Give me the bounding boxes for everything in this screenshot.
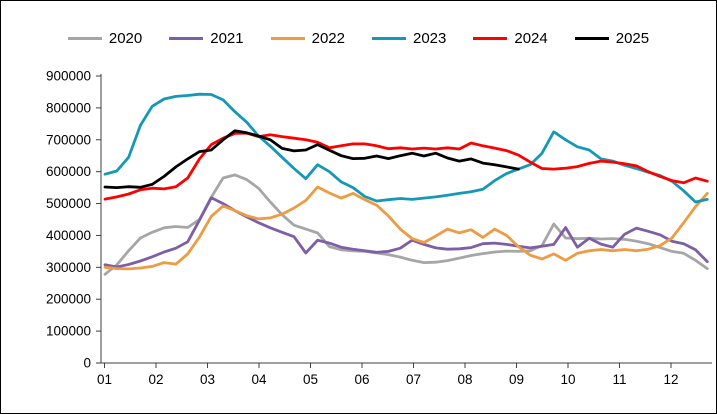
x-axis-tick-label: 03	[200, 372, 215, 387]
legend-item-2022: 2022	[270, 30, 345, 47]
x-axis-tick-label: 02	[148, 372, 163, 387]
legend-swatch-2022	[270, 37, 305, 40]
x-axis-tick-label: 04	[251, 372, 267, 387]
y-axis-tick-label: 500000	[46, 196, 91, 211]
y-axis-tick-label: 800000	[46, 100, 91, 115]
legend-swatch-2024	[473, 37, 508, 40]
series-line-2020	[103, 173, 709, 276]
series-line-2024	[103, 131, 709, 201]
legend-swatch-2025	[574, 37, 609, 40]
x-axis-tick-label: 10	[560, 372, 575, 387]
x-axis-tick-label: 09	[509, 372, 524, 387]
y-axis-tick-label: 0	[83, 356, 91, 371]
legend-item-2020: 2020	[67, 30, 143, 47]
y-axis-tick-label: 300000	[46, 260, 91, 275]
y-axis-tick-label: 600000	[46, 164, 91, 179]
legend-item-2021: 2021	[169, 30, 244, 47]
legend-label-2023: 2023	[413, 30, 447, 47]
legend-swatch-2020	[67, 37, 102, 40]
y-axis-tick-label: 900000	[46, 69, 91, 84]
legend-label-2025: 2025	[615, 30, 650, 47]
y-axis-tick-label: 200000	[46, 292, 91, 307]
legend-label-2020: 2020	[108, 30, 143, 47]
x-axis-tick-label: 08	[457, 372, 472, 387]
x-axis-tick-label: 01	[97, 372, 112, 387]
series-line-2021	[103, 196, 709, 269]
x-axis-tick-label: 07	[406, 372, 421, 387]
legend-item-2023: 2023	[372, 31, 446, 46]
x-axis-tick-label: 05	[303, 372, 318, 387]
legend-item-2024: 2024	[473, 30, 548, 47]
y-axis-tick-label: 400000	[46, 228, 91, 243]
legend-label-2024: 2024	[514, 30, 548, 47]
series-line-2023	[103, 92, 709, 204]
chart-legend: 2020 2021 2022 2023 2024 2025	[1, 31, 716, 46]
x-axis-tick-label: 06	[354, 372, 369, 387]
x-axis-tick-label: 11	[612, 372, 626, 387]
y-axis-tick-label: 700000	[46, 132, 91, 147]
legend-item-2025: 2025	[574, 30, 650, 47]
legend-swatch-2023	[372, 37, 406, 40]
legend-label-2021: 2021	[210, 30, 244, 47]
legend-swatch-2021	[169, 37, 204, 40]
series-line-2022	[103, 185, 709, 271]
legend-label-2022: 2022	[311, 30, 345, 47]
y-axis-tick-label: 100000	[46, 324, 91, 339]
x-axis-tick-label: 12	[663, 372, 678, 387]
series-line-2025	[103, 129, 520, 190]
